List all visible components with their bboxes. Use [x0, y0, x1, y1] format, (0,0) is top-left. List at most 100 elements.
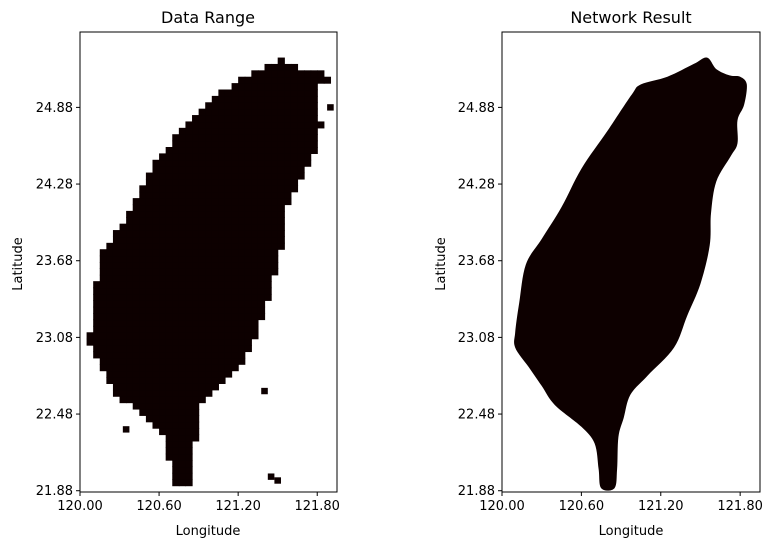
- data-cell: [244, 147, 252, 154]
- data-cell: [244, 236, 252, 244]
- data-cell: [99, 364, 107, 372]
- data-cell: [139, 191, 147, 199]
- data-cell: [192, 159, 200, 167]
- data-cell: [238, 274, 246, 282]
- data-cell: [172, 325, 180, 333]
- data-cell: [211, 159, 219, 167]
- data-cell: [264, 255, 272, 263]
- data-cell: [257, 108, 266, 116]
- data-cell: [172, 300, 180, 308]
- data-cell: [284, 185, 292, 193]
- data-cell: [185, 300, 193, 308]
- data-cell: [185, 191, 193, 199]
- data-cell: [198, 172, 206, 180]
- data-cell: [192, 134, 200, 142]
- data-cell: [251, 102, 259, 110]
- data-cell: [178, 255, 187, 263]
- data-cell: [198, 108, 206, 116]
- data-cell: [178, 472, 187, 480]
- data-cell: [218, 351, 226, 359]
- data-cell: [238, 166, 246, 174]
- data-cell: [178, 268, 187, 276]
- data-cell: [172, 402, 180, 410]
- data-cell: [205, 287, 213, 295]
- data-cell: [238, 89, 246, 97]
- data-cell: [126, 217, 134, 225]
- data-cell: [172, 345, 180, 353]
- data-cell: [251, 147, 259, 154]
- data-cell: [271, 63, 279, 71]
- data-cell: [297, 172, 305, 180]
- data-cell: [178, 198, 187, 206]
- data-cell: [192, 242, 200, 250]
- data-cell: [218, 191, 226, 199]
- data-cell: [264, 249, 272, 257]
- x-tick-label: 121.80: [294, 499, 340, 514]
- data-cell: [264, 281, 272, 289]
- data-cell: [198, 274, 206, 282]
- data-cell: [277, 230, 285, 238]
- data-cell: [205, 262, 213, 269]
- data-cell: [152, 191, 160, 199]
- data-cell: [231, 115, 239, 123]
- data-cell: [224, 242, 233, 250]
- data-cell: [224, 153, 233, 161]
- data-cell: [244, 255, 252, 263]
- data-cell: [192, 364, 200, 372]
- data-cell: [132, 287, 140, 295]
- data-cell: [198, 262, 206, 269]
- data-cell: [145, 325, 154, 333]
- data-cell: [139, 293, 147, 301]
- data-cell: [290, 83, 299, 91]
- data-cell: [145, 178, 154, 186]
- data-cell: [178, 479, 187, 487]
- data-cell: [277, 83, 285, 91]
- data-cell: [251, 268, 259, 276]
- data-cell: [244, 242, 252, 250]
- data-cell: [264, 115, 272, 123]
- data-cell: [185, 198, 193, 206]
- data-cell: [238, 134, 246, 142]
- data-cell: [211, 325, 219, 333]
- data-cell: [185, 287, 193, 295]
- data-cell: [238, 108, 246, 116]
- data-cell: [185, 453, 193, 461]
- data-cell: [112, 389, 121, 397]
- data-cell: [119, 223, 127, 231]
- data-cell: [165, 364, 173, 372]
- data-cell: [185, 293, 193, 301]
- data-cell: [238, 242, 246, 250]
- data-cell: [145, 364, 154, 372]
- data-cell: [271, 230, 279, 238]
- data-cell: [132, 198, 140, 206]
- data-cell: [264, 121, 272, 129]
- data-cell: [185, 223, 193, 231]
- data-cell: [132, 268, 140, 276]
- data-cell: [211, 242, 219, 250]
- data-cell: [145, 313, 154, 321]
- data-cell: [231, 332, 239, 340]
- data-cell: [218, 153, 226, 161]
- data-cell: [145, 345, 154, 353]
- data-cell: [159, 287, 167, 295]
- data-cell: [172, 293, 180, 301]
- data-cell: [178, 153, 187, 161]
- data-cell: [277, 147, 285, 154]
- data-cell: [198, 383, 206, 391]
- data-cell: [178, 402, 187, 410]
- data-cell: [185, 415, 193, 423]
- data-cell: [218, 198, 226, 206]
- data-cell: [211, 166, 219, 174]
- data-cell: [139, 351, 147, 359]
- data-cell: [211, 230, 219, 238]
- data-cell: [231, 121, 239, 129]
- data-cell: [132, 306, 140, 314]
- data-cell: [152, 166, 160, 174]
- data-cell: [172, 268, 180, 276]
- data-cell: [310, 121, 318, 129]
- data-cell: [112, 242, 121, 250]
- data-cell: [145, 262, 154, 269]
- data-cell: [159, 357, 167, 365]
- data-cell: [251, 236, 259, 244]
- data-cell: [172, 453, 180, 461]
